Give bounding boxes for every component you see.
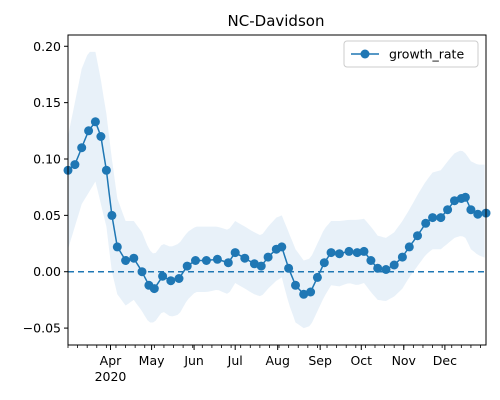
data-point <box>381 265 391 274</box>
y-axis: −0.05 0.00 0.05 0.10 0.15 0.20 <box>23 39 68 336</box>
data-point <box>84 126 94 136</box>
data-point <box>299 289 309 299</box>
data-point <box>366 256 376 265</box>
data-point <box>96 132 106 141</box>
data-point <box>334 249 344 259</box>
data-point <box>436 213 446 223</box>
data-point <box>166 276 176 286</box>
data-point <box>344 246 354 256</box>
chart-title: NC-Davidson <box>228 12 325 30</box>
data-point <box>291 280 300 290</box>
data-point <box>191 256 200 265</box>
data-point <box>77 143 87 153</box>
data-point <box>312 272 322 282</box>
data-point <box>158 271 168 281</box>
data-point <box>223 258 233 268</box>
y-tick-label: 0.15 <box>33 95 61 110</box>
y-tick-label: −0.05 <box>23 321 61 336</box>
y-tick-label: 0.20 <box>33 39 61 54</box>
data-point <box>230 248 240 258</box>
data-point <box>149 284 159 294</box>
series-points <box>63 117 491 299</box>
data-point <box>182 261 192 271</box>
legend-marker-swatch <box>360 49 370 59</box>
x-tick-label: Dec <box>433 353 457 368</box>
confidence-band-area <box>68 51 485 329</box>
data-point <box>373 263 383 273</box>
data-point <box>263 252 273 262</box>
y-tick-label: 0.00 <box>33 264 61 279</box>
legend: growth_rate <box>343 40 479 68</box>
plot-frame <box>67 34 487 346</box>
data-point <box>107 210 117 220</box>
x-tick-year-label: 2020 <box>95 369 127 384</box>
data-point <box>256 261 266 271</box>
x-tick-label: May <box>139 353 165 368</box>
data-point <box>90 117 100 127</box>
data-point <box>70 160 80 170</box>
data-point <box>319 258 329 268</box>
data-point <box>277 242 287 252</box>
axes-border <box>67 34 487 346</box>
confidence-band <box>68 51 485 329</box>
data-point <box>101 165 111 175</box>
y-tick-label: 0.10 <box>33 152 61 167</box>
data-point <box>201 256 211 265</box>
data-point <box>421 218 431 228</box>
data-point <box>326 248 336 258</box>
x-tick-label: Jul <box>227 353 243 368</box>
x-tick-label: Aug <box>265 353 289 368</box>
x-tick-label: Jun <box>183 353 204 368</box>
data-point <box>450 196 459 206</box>
data-point <box>397 252 407 262</box>
data-point <box>306 287 316 297</box>
x-tick-label: Oct <box>350 353 372 368</box>
data-point <box>212 254 222 264</box>
data-point <box>359 246 369 256</box>
x-tick-label: Apr <box>100 353 122 368</box>
data-point <box>137 267 147 277</box>
y-tick-label: 0.05 <box>33 208 61 223</box>
data-point <box>174 274 184 283</box>
data-point <box>413 231 422 241</box>
data-point <box>443 205 453 215</box>
data-point <box>352 248 362 258</box>
data-point <box>240 253 250 263</box>
data-point <box>404 242 414 252</box>
data-point <box>473 209 483 219</box>
data-point <box>284 263 294 273</box>
data-point <box>466 205 476 215</box>
legend-entry-growth-rate: growth_rate <box>389 47 464 62</box>
x-tick-label: Sep <box>308 353 332 368</box>
data-point <box>249 259 259 269</box>
x-tick-label: Nov <box>392 353 417 368</box>
data-point <box>112 242 122 252</box>
data-point <box>129 253 139 263</box>
data-point <box>428 213 438 223</box>
data-point <box>121 256 131 265</box>
legend-box <box>343 40 479 68</box>
data-point <box>460 192 470 202</box>
data-point <box>389 260 399 270</box>
